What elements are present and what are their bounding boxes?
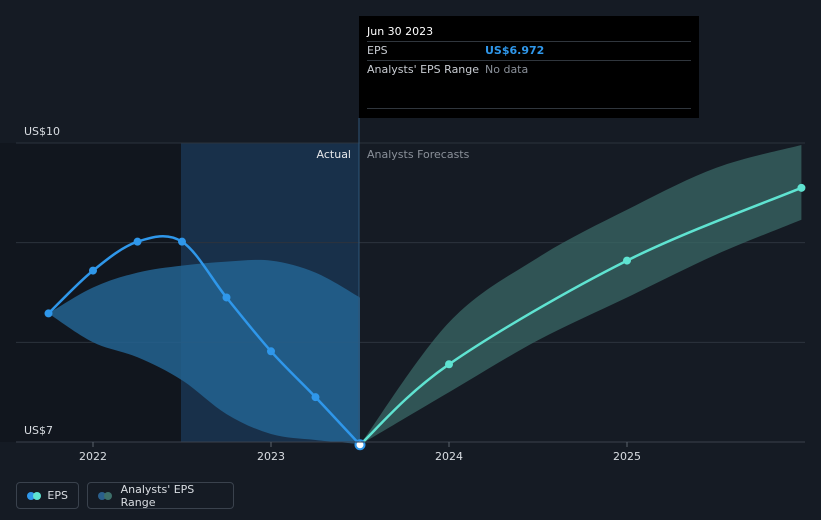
- eps-forecast-line: [359, 186, 802, 446]
- eps-actual-point[interactable]: [89, 266, 97, 275]
- eps-actual-point[interactable]: [267, 347, 275, 356]
- eps-actual-point[interactable]: [44, 309, 53, 318]
- legend-range-label: Analysts' EPS Range: [120, 482, 195, 509]
- tooltip: Jun 30 2023 EPS US$6.972 Analysts' EPS R…: [359, 16, 699, 118]
- actual-region-label: Actual: [317, 148, 351, 161]
- range-legend-icon: [98, 491, 113, 500]
- eps-actual-point[interactable]: [222, 293, 231, 302]
- forecast-region-label: Analysts Forecasts: [367, 148, 470, 161]
- legend-eps[interactable]: EPS: [16, 482, 79, 509]
- eps-actual-point[interactable]: [133, 237, 142, 246]
- eps-range-past-area: [48, 259, 360, 444]
- eps-forecast-point[interactable]: [623, 256, 631, 265]
- x-tick-label: 2022: [79, 450, 107, 463]
- x-axis: 2022 2023 2024 2025: [16, 441, 805, 463]
- eps-range-forecast-area: [360, 145, 802, 445]
- tooltip-row-eps: EPS US$6.972: [367, 41, 691, 60]
- eps-forecast-point[interactable]: [445, 360, 453, 369]
- analyst-ranges: [48, 145, 802, 445]
- y-label-top: US$10: [24, 125, 60, 138]
- tooltip-range-label: Analysts' EPS Range: [367, 63, 480, 76]
- tooltip-eps-label: EPS: [367, 44, 388, 57]
- legend-eps-range[interactable]: Analysts' EPS Range: [87, 482, 234, 509]
- tooltip-row-range: Analysts' EPS Range No data: [367, 60, 691, 79]
- eps-points: [44, 183, 806, 451]
- x-tick-label: 2023: [257, 450, 285, 463]
- tooltip-range-value: No data: [485, 63, 529, 76]
- tooltip-divider: [367, 108, 691, 109]
- eps-legend-icon: [27, 491, 41, 500]
- tooltip-date: Jun 30 2023: [367, 25, 434, 38]
- eps-highlight-point[interactable]: [354, 439, 366, 451]
- x-tick-label: 2024: [435, 450, 463, 463]
- x-tick-label: 2025: [613, 450, 641, 463]
- eps-actual-point[interactable]: [311, 393, 320, 402]
- eps-forecast-point[interactable]: [797, 183, 806, 192]
- legend-eps-label: EPS: [47, 489, 68, 502]
- tooltip-eps-value: US$6.972: [485, 44, 545, 57]
- eps-actual-point[interactable]: [178, 237, 186, 246]
- y-label-bottom: US$7: [24, 424, 53, 437]
